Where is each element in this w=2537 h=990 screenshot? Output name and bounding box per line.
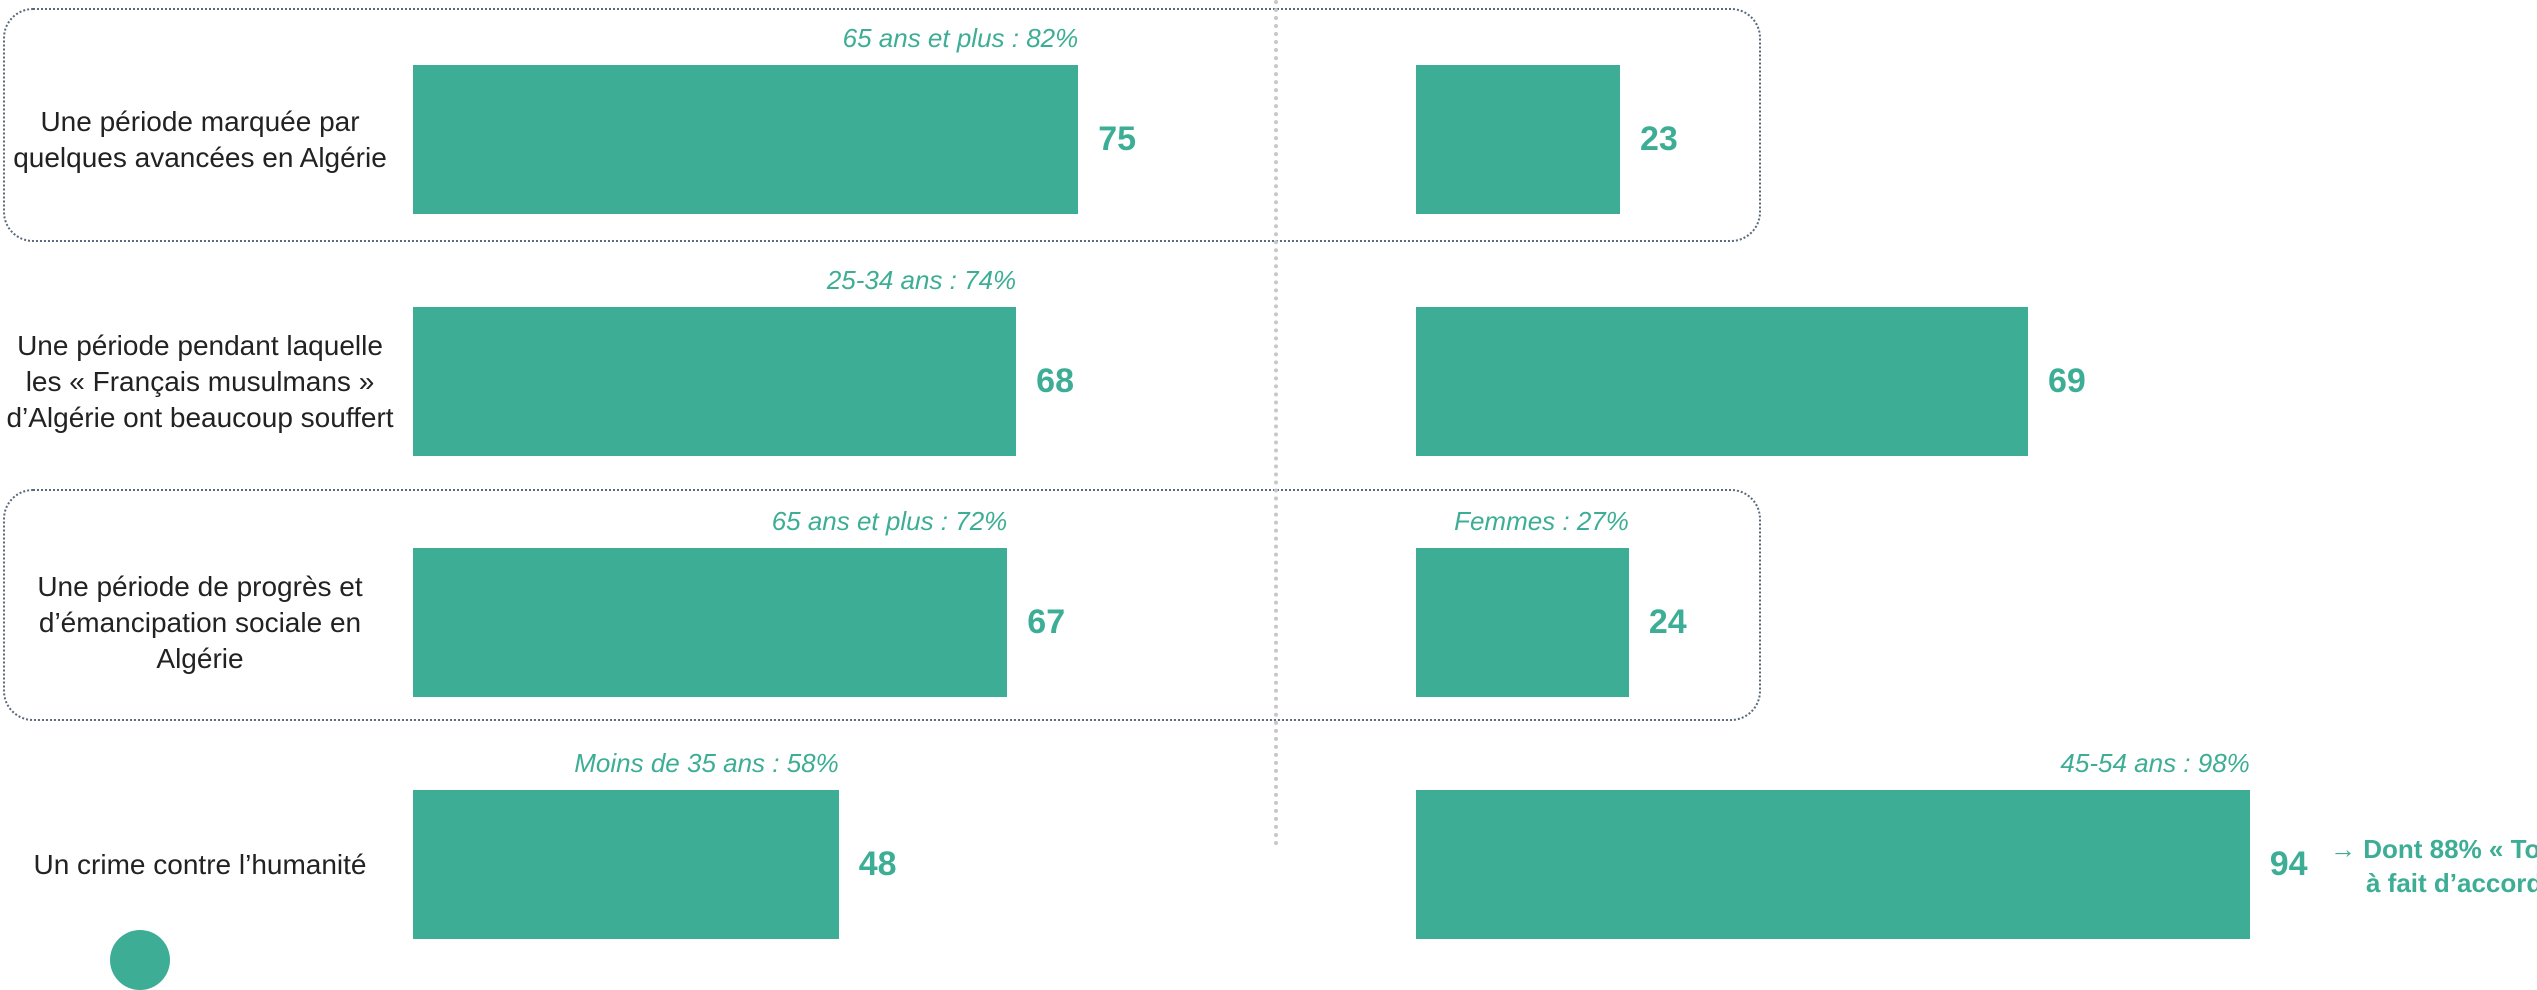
bar: [413, 307, 1017, 456]
page: Une période marquée par quelques avancée…: [3, 0, 2537, 990]
bar: [413, 548, 1008, 697]
logo: [110, 930, 170, 990]
value-label: 24: [1648, 603, 1687, 641]
highlight-box: [3, 8, 1761, 242]
category-label: Une période marquée par quelques avancée…: [13, 105, 387, 173]
value-label: 94: [2269, 845, 2308, 883]
annotation: Moins de 35 ans : 58%: [574, 748, 839, 778]
annotation: 25-34 ans : 74%: [826, 265, 1017, 295]
value-label: 23: [1640, 120, 1678, 158]
category-label: Une période de progrès et d’émancipation…: [37, 570, 363, 674]
bar: [1416, 548, 1629, 697]
annotation: 45-54 ans : 98%: [2060, 748, 2250, 778]
bar: [413, 65, 1079, 214]
annotation: Femmes : 27%: [1454, 506, 1629, 536]
divider: [1274, 0, 1278, 846]
value-label: 48: [858, 845, 897, 883]
value-label: 75: [1098, 120, 1137, 158]
annotation: 65 ans et plus : 82%: [842, 23, 1079, 53]
value-label: 68: [1036, 362, 1074, 400]
bar: [1416, 65, 1620, 214]
category-label: Une période pendant laquelle les « Franç…: [6, 329, 394, 433]
bar: [413, 790, 839, 939]
annotation: 65 ans et plus : 72%: [771, 506, 1008, 536]
highlight-box: [3, 489, 1761, 721]
category-label: Un crime contre l’humanité: [33, 848, 367, 880]
bar: [1416, 790, 2250, 939]
value-label: 67: [1027, 603, 1066, 641]
bar: [1416, 307, 2029, 456]
value-label: 69: [2048, 362, 2086, 400]
note: → Dont 88% « Tout à fait d’accord »: [2330, 834, 2537, 898]
